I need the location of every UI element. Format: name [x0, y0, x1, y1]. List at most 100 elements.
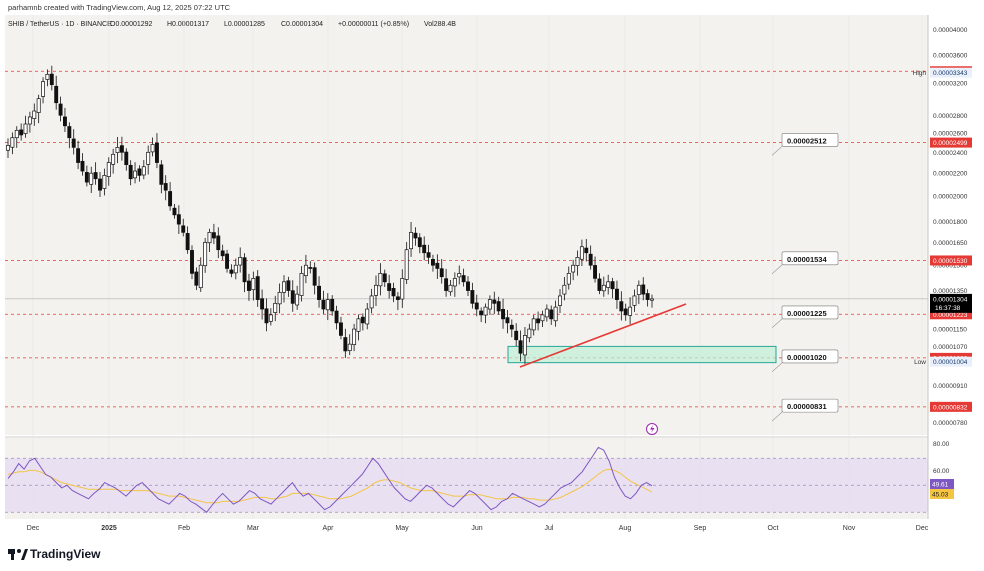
candle — [343, 328, 348, 358]
ascending-trendline[interactable] — [519, 303, 687, 368]
price-callout-label: 0.00002512 — [787, 136, 827, 145]
rsi-ma-line — [7, 468, 653, 504]
candle — [553, 300, 558, 327]
time-axis-label: Apr — [323, 525, 335, 532]
candle — [115, 136, 120, 164]
price-callout-label: 0.00001534 — [787, 255, 827, 264]
candle — [207, 228, 212, 252]
legend-symbol[interactable]: SHIB / TetherUS · 1D · BINANCE — [8, 21, 112, 28]
candle — [295, 285, 300, 310]
candle — [299, 266, 304, 302]
high-marker: High 0.00003343 — [913, 67, 972, 78]
time-axis-label: Sep — [694, 525, 707, 532]
price-axis-label: 0.00004000 — [933, 27, 968, 34]
candle — [238, 247, 243, 273]
candle — [133, 162, 137, 184]
legend-low: L0.00001285 — [224, 21, 265, 28]
candle — [339, 316, 343, 340]
candle — [312, 262, 317, 295]
candle — [321, 290, 326, 314]
candle — [286, 276, 291, 297]
candle — [579, 239, 584, 266]
candle — [150, 137, 155, 157]
price-callout[interactable]: 0.00002512 — [771, 133, 839, 156]
time-axis-label: May — [395, 525, 409, 532]
legend-volume: Vol288.4B — [424, 21, 456, 28]
candle — [14, 126, 19, 148]
price-axis-label: 0.00002000 — [933, 194, 968, 201]
candle — [233, 258, 238, 280]
price-callout[interactable]: 0.00001534 — [771, 251, 839, 275]
candle — [102, 168, 107, 196]
price-axis-label: 0.00002600 — [933, 131, 968, 138]
candle — [45, 69, 50, 87]
candle — [155, 133, 159, 169]
candle — [365, 303, 370, 330]
support-zone[interactable] — [507, 345, 777, 364]
low-marker-value: 0.00001004 — [933, 359, 968, 366]
candle — [347, 334, 352, 356]
price-callout[interactable]: 0.00000831 — [771, 398, 839, 422]
candle — [360, 313, 365, 331]
candle — [317, 276, 321, 308]
candle — [474, 294, 479, 317]
candle — [457, 265, 462, 285]
time-axis-label: Oct — [768, 525, 779, 532]
time-axis-label: Nov — [843, 525, 856, 532]
price-axis[interactable]: 0.00004000 0.00003600 0.00003200 0.00002800… — [933, 27, 968, 427]
price-axis-label: 0.00001070 — [933, 344, 968, 351]
candle — [422, 236, 427, 261]
price-axis-label: 0.00003200 — [933, 81, 968, 88]
candle — [308, 261, 313, 274]
price-callout-label: 0.00001020 — [787, 353, 827, 362]
price-callout[interactable]: 0.00001225 — [771, 305, 839, 329]
candle — [597, 273, 602, 295]
candle — [378, 263, 383, 296]
candle — [264, 298, 269, 332]
candle — [32, 103, 37, 126]
candle — [98, 171, 102, 198]
candle — [268, 308, 273, 326]
candle — [356, 314, 361, 341]
candle — [290, 280, 295, 312]
candle — [514, 323, 519, 347]
candle — [190, 245, 194, 280]
candle — [588, 245, 593, 270]
candle — [163, 175, 168, 201]
time-axis-label: Mar — [247, 525, 260, 532]
level-tag: 0.00001223 — [930, 309, 972, 320]
candle — [505, 310, 510, 334]
candle — [84, 165, 89, 187]
price-callout[interactable]: 0.00001020 — [771, 349, 839, 373]
candle — [466, 276, 470, 296]
candle — [509, 319, 514, 338]
candle — [610, 277, 615, 299]
candle — [71, 129, 76, 155]
candle — [439, 259, 444, 284]
candle — [36, 94, 41, 124]
legend-change: +0.00000011 (+0.85%) — [338, 21, 409, 28]
candle — [650, 294, 654, 308]
candle — [391, 282, 396, 303]
candle — [159, 160, 164, 194]
lightning-icon[interactable] — [646, 423, 658, 435]
time-axis[interactable]: Dec 2025 Feb Mar Apr May Jun Jul Aug Sep Oct Nov Dec — [27, 525, 929, 532]
candle — [54, 75, 59, 110]
candle — [325, 293, 330, 321]
candle — [400, 269, 405, 308]
legend-high: H0.00001317 — [167, 21, 209, 28]
candle — [566, 266, 571, 290]
tradingview-logo[interactable]: TradingView — [8, 547, 101, 561]
rsi-axis[interactable]: 80.00 60.00 49.61 45.03 — [930, 441, 954, 499]
candle — [606, 274, 611, 295]
candle — [273, 295, 278, 322]
candle — [137, 165, 142, 182]
candle — [282, 275, 286, 303]
price-callout-label: 0.00000831 — [787, 402, 827, 411]
candle — [6, 138, 10, 159]
candle — [645, 289, 650, 307]
high-marker-value: 0.00003343 — [933, 70, 968, 77]
candle — [492, 291, 497, 315]
candle — [58, 96, 63, 122]
